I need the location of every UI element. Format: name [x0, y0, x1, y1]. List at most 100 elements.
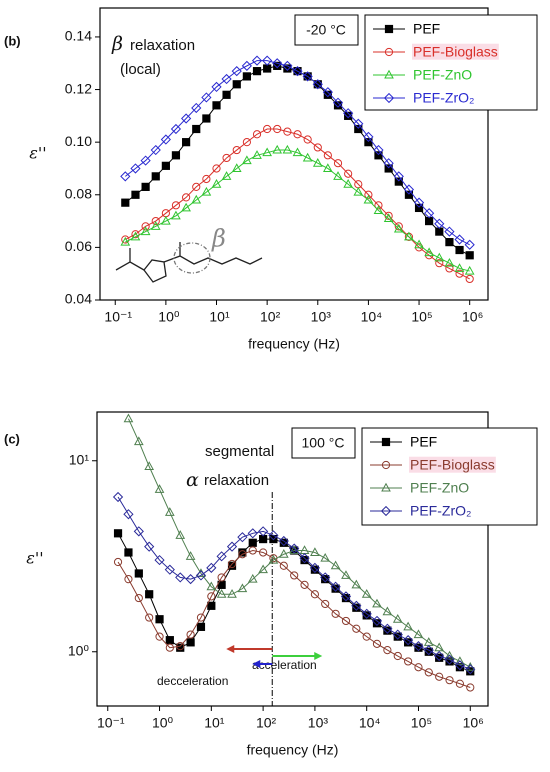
- marker: [283, 64, 292, 73]
- marker: [455, 679, 465, 688]
- marker: [310, 590, 320, 599]
- marker: [145, 613, 154, 622]
- marker: [232, 80, 241, 89]
- marker: [393, 171, 404, 182]
- marker: [303, 135, 312, 144]
- marker: [466, 683, 475, 692]
- marker: [278, 535, 289, 547]
- marker: [282, 144, 293, 154]
- marker: [186, 638, 195, 647]
- marker: [404, 231, 414, 241]
- marker: [196, 622, 206, 631]
- marker: [444, 654, 455, 665]
- x-tick-label: 10⁰: [158, 309, 180, 325]
- marker: [123, 413, 134, 423]
- marker: [124, 575, 133, 584]
- marker: [340, 591, 352, 602]
- marker: [248, 538, 257, 547]
- annotation: decceleration: [157, 674, 228, 688]
- marker: [226, 541, 238, 552]
- marker: [171, 151, 181, 160]
- series-line: [124, 60, 470, 246]
- y-tick-label: 10¹: [69, 451, 90, 467]
- marker: [434, 218, 445, 229]
- marker: [465, 664, 476, 675]
- marker: [206, 562, 217, 573]
- plot-frame: [96, 411, 489, 707]
- marker: [333, 171, 343, 180]
- marker: [300, 555, 309, 565]
- marker: [207, 592, 216, 601]
- marker: [222, 153, 231, 163]
- marker: [272, 144, 283, 154]
- marker: [323, 90, 332, 99]
- x-tick-label: 10³: [308, 715, 329, 731]
- temperature: 100 °C: [302, 435, 345, 451]
- temperature: -20 °C: [306, 22, 346, 38]
- marker: [181, 113, 192, 124]
- marker: [361, 589, 372, 598]
- marker: [272, 58, 283, 69]
- marker: [175, 530, 186, 539]
- marker: [282, 60, 293, 71]
- marker: [123, 509, 134, 520]
- marker: [434, 650, 445, 662]
- marker: [333, 159, 343, 168]
- marker: [252, 150, 262, 159]
- legend-label: PEF-ZrO₂: [413, 90, 474, 106]
- annotation: β: [111, 33, 123, 55]
- marker: [216, 551, 227, 562]
- y-tick-label: 0.14: [65, 28, 92, 44]
- marker: [393, 223, 404, 233]
- marker: [344, 111, 353, 120]
- marker: [242, 138, 251, 147]
- marker: [279, 538, 288, 547]
- marker: [322, 163, 333, 172]
- legend-label: PEF-ZrO₂: [410, 503, 471, 519]
- legend-label: PEF-Bioglass: [413, 44, 498, 60]
- marker: [242, 72, 251, 81]
- marker: [141, 182, 150, 191]
- marker: [332, 97, 344, 108]
- marker: [217, 573, 226, 582]
- marker: [273, 61, 282, 70]
- marker: [383, 92, 395, 104]
- y-tick-label: 0.12: [65, 80, 92, 96]
- marker: [312, 157, 323, 167]
- marker: [273, 124, 282, 134]
- marker: [351, 579, 362, 589]
- marker: [352, 603, 361, 612]
- x-axis-title: frequency (Hz): [248, 336, 340, 352]
- x-axis-title: frequency (Hz): [247, 742, 339, 758]
- x-tick-label: 10⁰: [152, 715, 174, 731]
- marker: [434, 642, 445, 652]
- panel-label: (c): [4, 431, 20, 446]
- marker: [154, 484, 165, 493]
- marker: [381, 460, 391, 470]
- marker: [191, 102, 202, 114]
- x-tick-label: 10⁻¹: [97, 715, 125, 731]
- marker: [380, 505, 392, 517]
- marker: [353, 186, 364, 196]
- legend-box: [364, 14, 538, 111]
- marker: [362, 632, 371, 641]
- marker: [247, 528, 258, 539]
- marker: [141, 222, 150, 231]
- marker: [464, 265, 475, 275]
- annotation: relaxation: [130, 37, 195, 54]
- marker: [466, 667, 475, 676]
- x-tick-label: 10¹: [209, 309, 230, 325]
- y-axis-title: ε'': [26, 549, 43, 568]
- marker: [195, 570, 207, 581]
- marker: [211, 81, 222, 93]
- marker: [455, 663, 465, 672]
- marker: [384, 69, 394, 79]
- x-tick-label: 10⁶: [462, 309, 483, 325]
- marker: [121, 235, 130, 244]
- marker: [292, 66, 303, 77]
- x-tick-label: 10⁶: [463, 715, 484, 731]
- marker: [372, 598, 382, 608]
- marker: [364, 190, 373, 199]
- marker: [232, 145, 241, 155]
